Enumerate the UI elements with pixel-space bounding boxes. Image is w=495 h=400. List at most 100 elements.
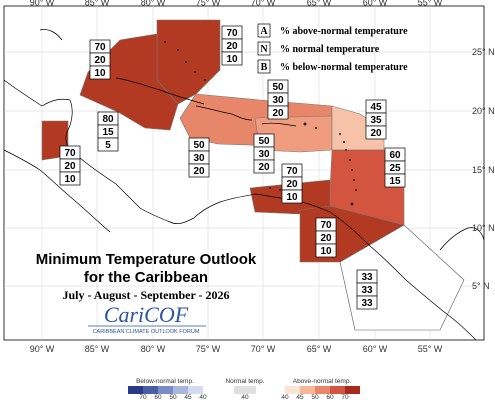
colorbar-tick: 40	[281, 394, 289, 400]
colorbar-above-swatch	[315, 386, 330, 394]
prob-value: 50	[272, 82, 284, 93]
prob-value: 20	[286, 179, 298, 190]
prob-value: 20	[226, 41, 238, 52]
colorbar-below-swatch	[143, 386, 158, 394]
caricof-logo: CariCOF CARIBBEAN CLIMATE OUTLOOK FORUM	[88, 302, 206, 335]
prob-value: 80	[102, 114, 114, 125]
legend-label: % below-normal temperature	[280, 62, 408, 73]
prob-stack-trinidad-guyana: 70 20 10	[315, 217, 337, 258]
colorbar-tick: 40	[241, 394, 249, 400]
prob-box	[221, 51, 243, 66]
prob-value: 20	[370, 128, 382, 139]
colorbar-tick: 60	[154, 394, 162, 400]
colorbar-tick: 70	[341, 394, 349, 400]
map-period: July - August - September - 2026	[62, 288, 229, 302]
prob-value: 30	[258, 149, 270, 160]
colorbar-above-swatch	[300, 386, 315, 394]
lon-tick: 70° W	[251, 0, 276, 8]
colorbar-above-swatch	[330, 386, 345, 394]
prob-box	[188, 163, 210, 178]
lon-tick-bottom: 75° W	[196, 344, 221, 354]
colorbar-normal-label: Normal temp.	[225, 378, 264, 385]
lon-tick: 60° W	[363, 0, 388, 8]
legend-key: B	[261, 62, 268, 73]
lat-tick: 5° N	[472, 281, 490, 291]
prob-box	[89, 65, 111, 80]
lon-labels: 90° W 85° W 80° W 75° W 70° W 65° W 60° …	[30, 0, 443, 354]
lon-tick-bottom: 80° W	[141, 344, 166, 354]
lat-tick: 20° N	[472, 106, 495, 116]
lon-tick-bottom: 60° W	[363, 344, 388, 354]
colorbar-below-swatch	[128, 386, 143, 394]
prob-stack-belize: 70 20 10	[59, 145, 81, 186]
prob-value: 20	[272, 108, 284, 119]
probability-stacks: 70 20 10 70 20 10 70 20 10 80 15 5 50 30 20 50 30 20 50 30 2…	[59, 25, 406, 310]
colorbar-tick: 45	[184, 394, 192, 400]
prob-box	[281, 189, 303, 204]
colorbar-normal-swatch	[234, 386, 256, 394]
colorbar-above-label: Above-normal temp.	[293, 378, 352, 385]
prob-stack-abc-islands: 70 20 10	[281, 163, 303, 204]
colorbar-tick: 60	[326, 394, 334, 400]
legend-key: A	[260, 26, 268, 37]
prob-box	[59, 171, 81, 186]
prob-value: 70	[94, 42, 106, 53]
prob-stack-leeward: 45 35 20	[365, 99, 387, 140]
prob-stack-puerto-rico: 50 30 20	[267, 79, 289, 120]
lon-tick-bottom: 65° W	[307, 344, 332, 354]
prob-value: 5	[105, 140, 111, 151]
legend-key: N	[260, 44, 268, 55]
title-block: Minimum Temperature Outlook for the Cari…	[36, 251, 257, 302]
prob-value: 33	[361, 298, 373, 309]
map-title-line1: Minimum Temperature Outlook	[36, 251, 257, 268]
probability-legend: A % above-normal temperature N % normal …	[257, 23, 408, 74]
prob-value: 10	[64, 174, 76, 185]
lat-tick: 25° N	[472, 47, 495, 57]
colorbar-tick: 50	[169, 394, 177, 400]
logo-subtext: CARIBBEAN CLIMATE OUTLOOK FORUM	[93, 329, 200, 335]
legend-label: % normal temperature	[280, 44, 380, 55]
prob-value: 20	[258, 162, 270, 173]
lon-tick-bottom: 85° W	[85, 344, 110, 354]
prob-stack-bahamas-west: 70 20 10	[89, 39, 111, 80]
prob-stack-bahamas-east: 70 20 10	[221, 25, 243, 66]
colorbar-above-swatch	[345, 386, 360, 394]
prob-value: 70	[286, 166, 298, 177]
prob-stack-windward: 60 25 15	[384, 147, 406, 188]
lon-tick: 75° W	[196, 0, 221, 8]
prob-value: 60	[389, 150, 401, 161]
prob-value: 10	[286, 192, 298, 203]
lat-labels: 25° N 20° N 15° N 10° N 5° N	[472, 47, 495, 291]
prob-value: 70	[320, 220, 332, 231]
lon-tick: 85° W	[85, 0, 110, 8]
prob-value: 33	[361, 272, 373, 283]
prob-value: 70	[64, 148, 76, 159]
colorbar-tick: 70	[139, 394, 147, 400]
lon-tick-bottom: 55° W	[418, 344, 443, 354]
prob-value: 20	[320, 233, 332, 244]
prob-stack-hispaniola-band: 50 30 20	[188, 137, 210, 178]
colorbar: Below-normal temp. Normal temp. Above-no…	[128, 378, 360, 400]
prob-stack-cayman: 80 15 5	[97, 111, 119, 152]
prob-stack-greater-antilles: 50 30 20	[253, 133, 275, 174]
prob-value: 10	[320, 246, 332, 257]
logo-wordmark: CariCOF	[104, 302, 189, 327]
prob-value: 50	[193, 140, 205, 151]
prob-box	[384, 173, 406, 188]
prob-value: 50	[258, 136, 270, 147]
lon-tick: 55° W	[418, 0, 443, 8]
prob-value: 10	[94, 68, 106, 79]
prob-value: 45	[370, 102, 382, 113]
colorbar-below-swatch	[158, 386, 173, 394]
prob-value: 20	[94, 55, 106, 66]
colorbar-below-label: Below-normal temp.	[136, 378, 194, 385]
prob-value: 20	[193, 166, 205, 177]
prob-box	[356, 295, 378, 310]
lon-tick-bottom: 90° W	[30, 344, 55, 354]
prob-value: 25	[389, 163, 401, 174]
prob-value: 33	[361, 285, 373, 296]
prob-box	[267, 105, 289, 120]
colorbar-tick: 40	[199, 394, 207, 400]
prob-value: 70	[226, 28, 238, 39]
prob-stack-guianas: 33 33 33	[356, 269, 378, 310]
